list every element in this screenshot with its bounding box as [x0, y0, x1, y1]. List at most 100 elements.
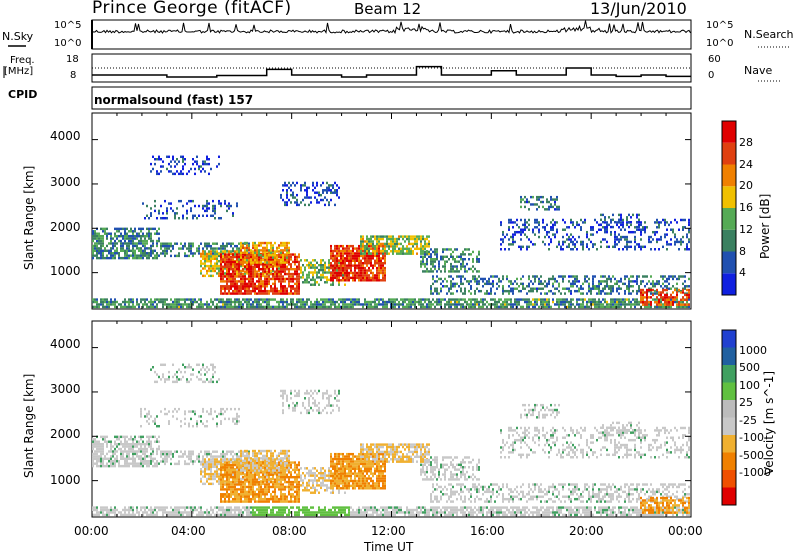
velocity-cell — [188, 457, 190, 461]
power-cell — [316, 198, 318, 202]
power-cell — [548, 205, 550, 209]
power-cell — [474, 289, 476, 293]
power-cell — [576, 280, 578, 283]
power-cell — [208, 255, 210, 258]
power-cell — [256, 265, 258, 268]
power-cell — [314, 196, 316, 199]
power-cell — [280, 292, 282, 295]
power-cell — [532, 282, 534, 286]
power-cell — [134, 237, 136, 240]
power-cell — [336, 276, 338, 280]
power-cell — [332, 269, 334, 272]
power-cell — [400, 298, 402, 301]
power-cell — [270, 277, 272, 281]
power-cell — [602, 275, 604, 278]
power-cell — [538, 277, 540, 281]
power-cell — [510, 287, 512, 290]
power-cell — [564, 292, 566, 295]
power-cell — [560, 303, 562, 306]
power-cell — [360, 269, 362, 272]
power-cell — [684, 285, 686, 288]
power-cell — [252, 300, 254, 304]
power-cell — [170, 160, 172, 163]
power-cell — [592, 287, 594, 290]
power-cell — [174, 214, 176, 217]
power-cell — [638, 287, 640, 290]
power-cell — [456, 267, 458, 271]
power-cell — [218, 162, 220, 166]
power-cell — [278, 305, 280, 309]
power-cell — [628, 213, 630, 217]
power-cell — [240, 275, 242, 278]
power-cell — [350, 269, 352, 272]
power-cell — [382, 257, 384, 260]
power-cell — [332, 186, 334, 190]
power-cell — [246, 285, 248, 288]
power-cell — [378, 279, 380, 282]
power-cell — [640, 248, 642, 251]
power-cell — [238, 305, 240, 309]
power-cell — [144, 254, 146, 257]
power-cell — [96, 239, 98, 243]
power-cell — [568, 287, 570, 290]
power-cell — [646, 296, 648, 299]
power-cell — [452, 267, 454, 271]
power-cell — [284, 256, 286, 259]
power-cell — [556, 208, 558, 211]
power-cell — [572, 240, 574, 244]
power-cell — [526, 292, 528, 295]
power-cell — [146, 305, 148, 309]
power-cell — [626, 223, 628, 226]
power-cell — [676, 277, 678, 281]
power-cell — [334, 247, 336, 250]
power-cell — [180, 172, 182, 176]
power-cell — [208, 252, 210, 256]
power-cell — [410, 305, 412, 309]
power-cell — [292, 300, 294, 304]
power-cell — [542, 218, 544, 222]
power-cell — [148, 237, 150, 240]
power-cell — [592, 280, 594, 283]
power-cell — [362, 237, 364, 241]
power-cell — [550, 195, 552, 199]
power-cell — [660, 300, 662, 304]
velocity-cell — [142, 452, 144, 456]
power-cell — [428, 245, 430, 248]
power-cell — [336, 244, 338, 248]
power-cell — [354, 252, 356, 255]
power-cell — [298, 272, 300, 276]
power-cell — [408, 242, 410, 246]
velocity-cell — [146, 462, 148, 465]
power-cell — [244, 280, 246, 283]
power-cell — [174, 298, 176, 301]
velocity-cell — [174, 450, 176, 453]
power-cell — [436, 275, 438, 278]
power-cell — [346, 249, 348, 253]
power-cell — [102, 244, 104, 248]
power-cell — [680, 291, 682, 294]
power-cell — [502, 233, 504, 236]
power-cell — [526, 200, 528, 204]
power-cell — [372, 247, 374, 250]
power-cell — [348, 303, 350, 306]
power-cell — [376, 242, 378, 246]
power-cell — [248, 272, 250, 276]
power-cell — [390, 240, 392, 243]
power-cell — [332, 281, 334, 284]
power-cell — [662, 303, 664, 306]
power-cell — [284, 300, 286, 304]
power-cell — [242, 285, 244, 288]
power-cell — [282, 258, 284, 262]
power-cell — [376, 276, 378, 280]
power-cell — [526, 248, 528, 251]
velocity-cell — [146, 450, 148, 453]
power-cell — [600, 213, 602, 217]
power-cell — [380, 242, 382, 246]
power-cell — [672, 296, 674, 299]
power-cell — [414, 247, 416, 251]
power-cell — [102, 252, 104, 255]
power-cell — [494, 292, 496, 295]
power-cell — [554, 203, 556, 206]
power-cell — [560, 275, 562, 278]
velocity-cell — [92, 464, 94, 468]
